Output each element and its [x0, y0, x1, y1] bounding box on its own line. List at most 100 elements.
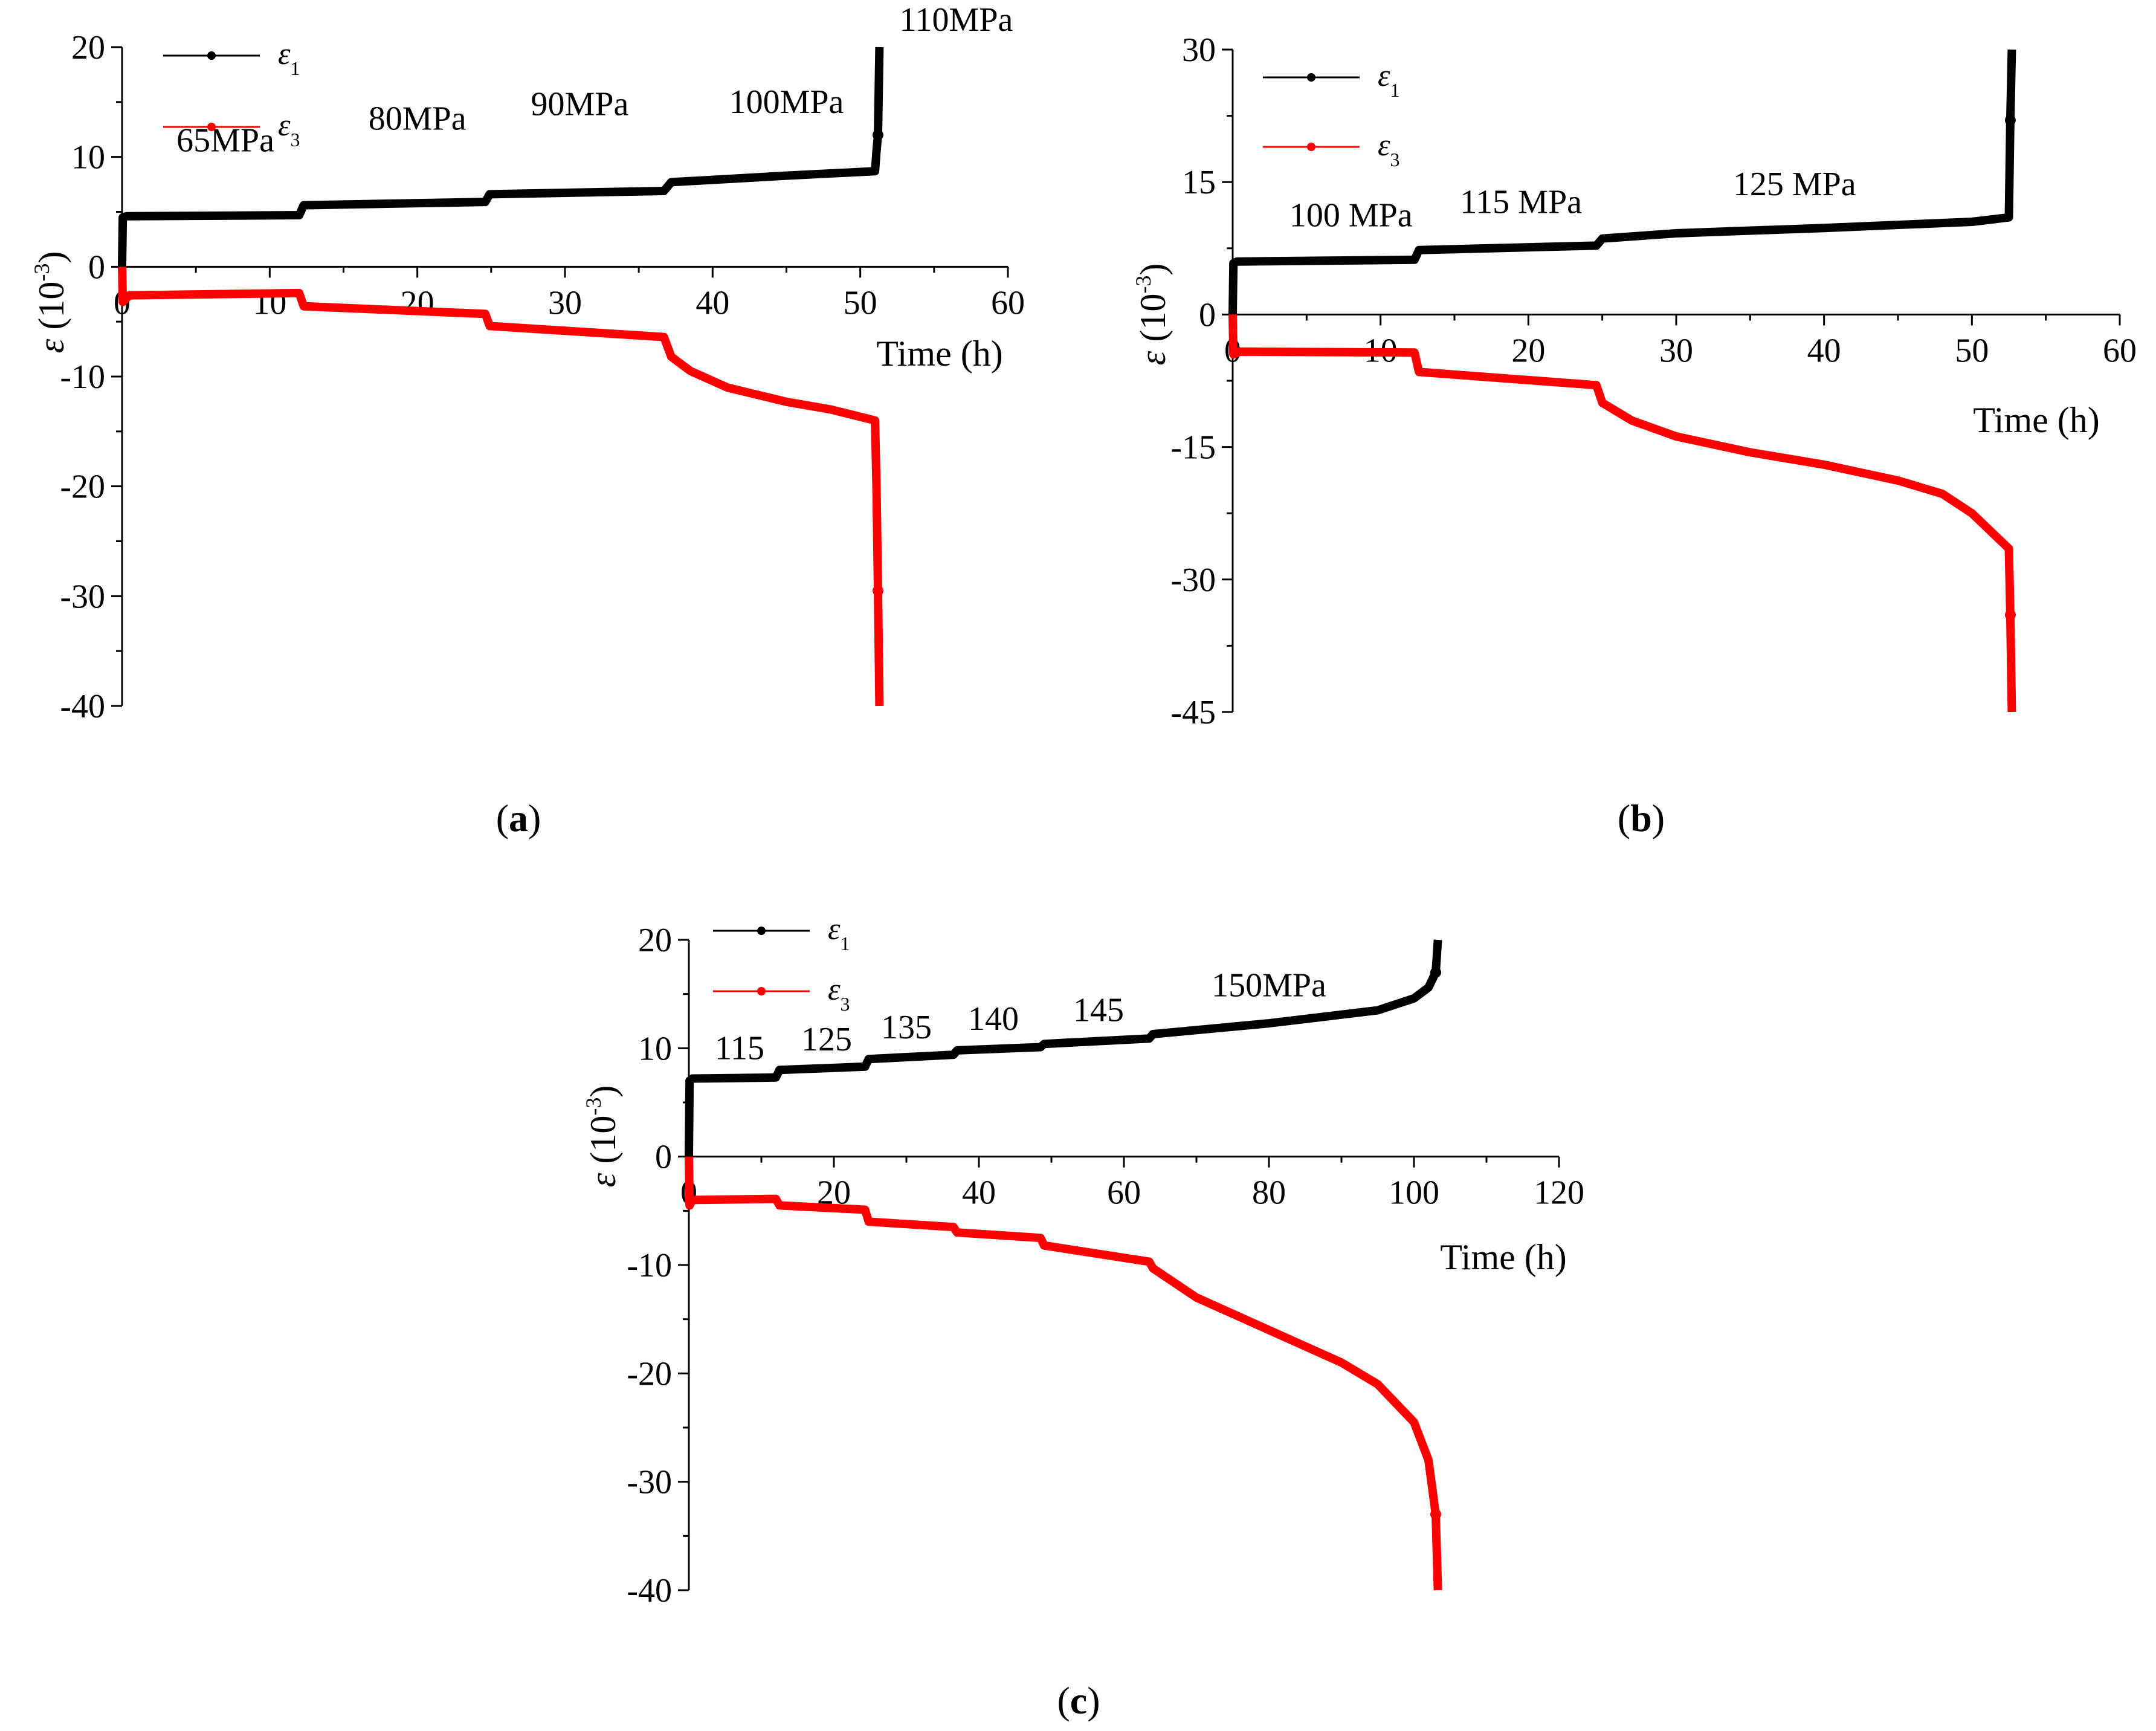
y-axis-unit-close: ) [1133, 264, 1173, 276]
y-tick-label: 20 [638, 922, 672, 959]
legend-label-eps3: ε3 [278, 108, 300, 150]
x-axis-title: Time (h) [1973, 400, 2099, 440]
stress-level-label: 65MPa [176, 122, 274, 160]
panel-caption: (a) [496, 797, 541, 840]
stress-level-label: 145 [1073, 992, 1124, 1029]
legend-label-eps3: ε3 [1378, 128, 1400, 170]
series-failure-tail [2009, 49, 2013, 120]
x-tick-label: 50 [1955, 332, 1989, 369]
y-tick-label: -45 [1170, 694, 1216, 731]
legend-marker [207, 123, 216, 131]
x-tick-label: 60 [2103, 332, 2137, 369]
stress-level-label: 150MPa [1212, 966, 1326, 1004]
series-failure-tail [1435, 1514, 1439, 1591]
legend-label-eps3: ε3 [828, 972, 850, 1015]
legend-symbol: ε [1378, 128, 1390, 163]
x-tick-label: 40 [1807, 332, 1841, 369]
series-end-marker [1430, 1509, 1441, 1520]
stress-level-label: 125 MPa [1733, 166, 1856, 203]
x-tick-label: 80 [1252, 1174, 1286, 1212]
y-tick-label: 0 [655, 1139, 672, 1176]
series-end-marker [872, 129, 883, 141]
legend-symbol: ε [278, 37, 291, 71]
stress-level-label: 135 [881, 1009, 932, 1046]
series-failure-tail [877, 47, 880, 135]
x-tick-label: 100 [1389, 1174, 1439, 1212]
y-axis-unit-exponent: -3 [581, 1098, 605, 1116]
legend-symbol: ε [278, 108, 291, 143]
legend-symbol: ε [828, 972, 841, 1007]
y-tick-label: 10 [71, 139, 105, 176]
legend-subscript: 1 [841, 933, 850, 954]
legend-subscript: 3 [1390, 149, 1400, 170]
x-tick-label: 40 [962, 1174, 996, 1212]
stress-level-label: 100 MPa [1289, 196, 1413, 234]
legend-label-eps1: ε1 [1378, 59, 1400, 101]
legend-marker [757, 987, 766, 995]
panel-caption: (c) [1057, 1679, 1100, 1722]
y-tick-label: -40 [627, 1572, 672, 1610]
y-axis-symbol: ε [1133, 351, 1173, 365]
series-line-eps1 [1228, 49, 2016, 315]
y-axis-unit: (10 [583, 1116, 623, 1173]
legend-marker [757, 927, 766, 935]
legend-marker [207, 51, 216, 60]
series-line-eps3 [1228, 314, 2016, 713]
y-axis-unit-close: ) [31, 251, 71, 264]
stress-level-label: 115 MPa [1460, 183, 1582, 221]
y-tick-label: 0 [88, 248, 105, 286]
legend-subscript: 3 [841, 993, 850, 1015]
series-line-eps3 [685, 1156, 1442, 1591]
series-end-marker [872, 585, 883, 597]
legend-marker [1307, 143, 1315, 151]
y-tick-label: -30 [627, 1464, 672, 1501]
x-axis-title: Time (h) [876, 334, 1002, 374]
y-axis-title: ε (10-3) [1131, 264, 1173, 366]
y-axis-unit-exponent: -3 [30, 264, 54, 282]
y-tick-label: 30 [1182, 31, 1216, 69]
panel-caption: (b) [1618, 797, 1665, 840]
x-tick-label: 120 [1534, 1174, 1584, 1212]
y-tick-label: 15 [1182, 164, 1216, 201]
x-tick-label: 50 [844, 284, 877, 322]
y-tick-label: -20 [60, 468, 105, 506]
series-end-marker [2004, 609, 2016, 621]
legend-symbol: ε [1378, 59, 1390, 93]
y-tick-label: 10 [638, 1030, 672, 1067]
legend-subscript: 3 [291, 129, 300, 150]
y-tick-label: -10 [627, 1247, 672, 1284]
x-tick-label: 20 [401, 284, 434, 322]
panel-caption-letter: a [509, 797, 528, 840]
y-tick-label: -20 [627, 1355, 672, 1393]
legend-label-eps1: ε1 [828, 912, 850, 954]
stress-level-label: 110MPa [900, 1, 1013, 39]
y-axis-unit: (10 [1133, 294, 1173, 351]
stress-level-label: 90MPa [531, 86, 629, 123]
y-axis-unit: (10 [31, 282, 71, 339]
stress-level-label: 115 [715, 1029, 764, 1067]
series-end-marker [2004, 114, 2016, 126]
y-axis-symbol: ε [31, 338, 71, 353]
stress-level-label: 80MPa [369, 100, 466, 137]
series-end-marker [1430, 966, 1441, 978]
stress-level-label: 100MPa [729, 83, 844, 121]
legend-subscript: 1 [291, 57, 300, 79]
y-tick-label: -10 [60, 358, 105, 396]
legend-marker [1307, 73, 1315, 82]
x-tick-label: 30 [1659, 332, 1693, 369]
y-tick-label: 0 [1199, 296, 1216, 334]
y-axis-title: ε (10-3) [30, 251, 71, 354]
series-line-eps1 [685, 939, 1442, 1157]
y-axis-unit-exponent: -3 [1131, 276, 1155, 294]
y-tick-label: -30 [60, 578, 105, 615]
x-tick-label: 30 [548, 284, 582, 322]
stress-level-label: 125 [801, 1021, 852, 1058]
y-axis-title: ε (10-3) [581, 1086, 623, 1188]
legend-subscript: 1 [1390, 79, 1400, 101]
x-tick-label: 60 [991, 284, 1025, 322]
y-tick-label: 20 [71, 29, 105, 66]
panel-caption-letter: c [1070, 1679, 1087, 1722]
